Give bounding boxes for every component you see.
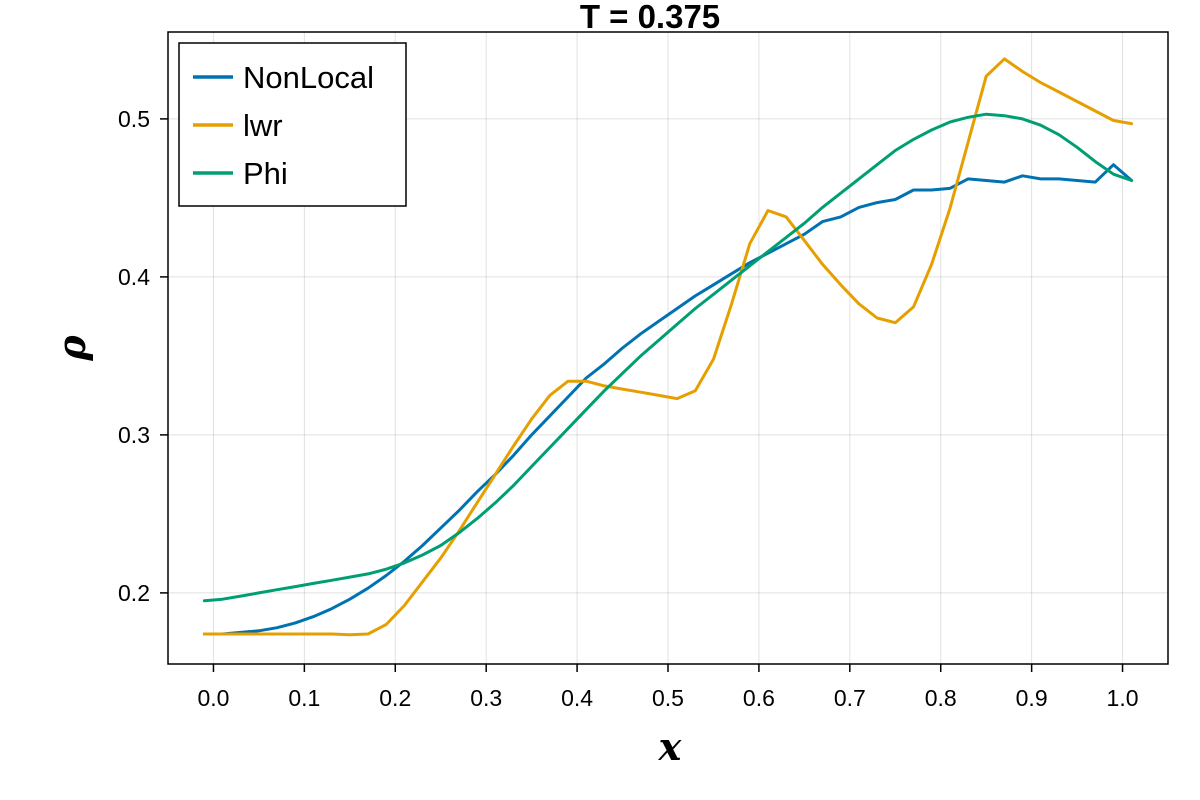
legend-label-phi: Phi [243, 156, 288, 191]
series-line-phi [202, 112, 1134, 603]
x-axis-ticks: 0.0 0.1 0.2 0.3 0.4 0.5 0.6 0.7 0.8 0.9 1.0 [197, 664, 1139, 711]
x-tick-label: 0.6 [743, 685, 775, 711]
grid-layer [168, 32, 1168, 664]
x-tick-label: 0.5 [652, 685, 684, 711]
x-tick-label: 0.3 [470, 685, 502, 711]
y-axis-ticks: 0.2 0.3 0.4 0.5 [118, 106, 168, 606]
x-tick-label: 0.9 [1016, 685, 1048, 711]
y-tick-label: 0.5 [118, 106, 150, 132]
y-axis-label: ρ [49, 335, 94, 362]
legend-label-nonlocal: NonLocal [243, 60, 374, 95]
chart-title: T = 0.375 [580, 0, 720, 35]
x-tick-label: 0.8 [925, 685, 957, 711]
x-tick-label: 0.7 [834, 685, 866, 711]
legend-items: NonLocal lwr Phi [193, 60, 374, 191]
legend-label-lwr: lwr [243, 108, 283, 143]
series-line-nonlocal [202, 163, 1134, 636]
x-tick-label: 1.0 [1107, 685, 1139, 711]
series-line-lwr [202, 57, 1134, 637]
x-axis-label: x [658, 724, 683, 769]
x-tick-label: 0.2 [379, 685, 411, 711]
x-tick-label: 0.4 [561, 685, 593, 711]
x-tick-label: 0.1 [288, 685, 320, 711]
y-tick-label: 0.3 [118, 422, 150, 448]
series-layer [202, 57, 1134, 637]
y-tick-label: 0.4 [118, 264, 150, 290]
legend: NonLocal lwr Phi [178, 42, 407, 207]
y-tick-label: 0.2 [118, 580, 150, 606]
x-tick-label: 0.0 [197, 685, 229, 711]
